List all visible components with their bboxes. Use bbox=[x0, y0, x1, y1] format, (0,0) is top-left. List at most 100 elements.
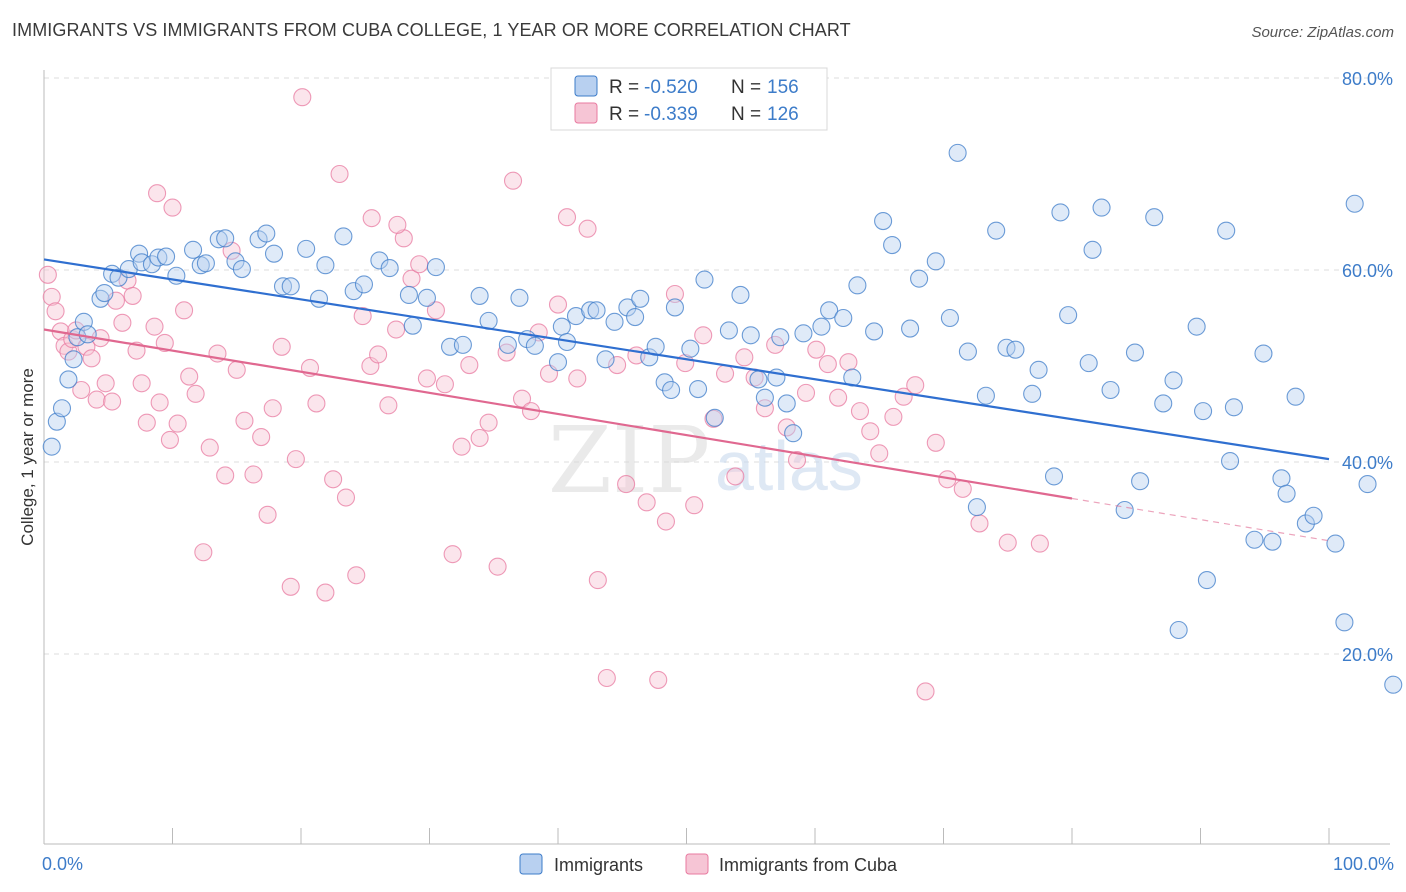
cuba-point bbox=[347, 566, 366, 585]
immigrants-point bbox=[1083, 240, 1102, 259]
cuba-point bbox=[155, 333, 174, 353]
cuba-point bbox=[656, 512, 675, 531]
immigrants-point bbox=[525, 336, 544, 355]
y-tick-label: 20.0% bbox=[1342, 645, 1393, 665]
cuba-point bbox=[137, 413, 156, 432]
immigrants-point bbox=[510, 288, 529, 307]
series-cuba-points bbox=[38, 88, 1049, 701]
immigrants-point bbox=[47, 412, 66, 431]
immigrants-point bbox=[865, 322, 884, 341]
immigrants-point bbox=[1187, 317, 1206, 336]
immigrants-point bbox=[1051, 203, 1070, 222]
cuba-point bbox=[160, 430, 179, 449]
immigrants-point bbox=[705, 408, 724, 427]
immigrants-point bbox=[940, 308, 959, 328]
immigrants-point bbox=[596, 350, 615, 369]
immigrants-point bbox=[1286, 387, 1305, 406]
cuba-point bbox=[796, 383, 816, 402]
cuba-point bbox=[557, 208, 577, 227]
cuba-point bbox=[568, 369, 587, 388]
cuba-point bbox=[410, 255, 429, 274]
bottom-legend: Immigrants Immigrants from Cuba bbox=[519, 853, 898, 875]
immigrants-point bbox=[95, 283, 114, 303]
immigrants-point bbox=[626, 307, 645, 327]
immigrants-point bbox=[232, 259, 251, 279]
cuba-point bbox=[829, 388, 848, 407]
legend-r-label-2: R = bbox=[609, 104, 639, 125]
immigrants-point bbox=[587, 301, 606, 320]
immigrants-point bbox=[1145, 208, 1164, 227]
immigrants-point bbox=[976, 386, 995, 405]
cuba-point bbox=[460, 355, 479, 375]
cuba-point bbox=[470, 428, 489, 448]
immigrants-point bbox=[370, 251, 389, 270]
legend-swatch-immigrants bbox=[574, 75, 598, 97]
cuba-point bbox=[96, 374, 115, 393]
immigrants-point bbox=[605, 312, 624, 331]
legend-n-value-2: 126 bbox=[767, 104, 799, 125]
immigrants-point bbox=[52, 399, 72, 418]
cuba-point bbox=[726, 467, 745, 486]
immigrants-point bbox=[719, 321, 738, 340]
y-tick-label: 80.0% bbox=[1342, 69, 1393, 89]
immigrants-point bbox=[149, 248, 168, 267]
immigrants-point bbox=[958, 342, 977, 361]
cuba-point bbox=[263, 399, 282, 418]
cuba-point bbox=[443, 545, 462, 564]
immigrants-point bbox=[426, 258, 445, 277]
x-tick-label-max: 100.0% bbox=[1333, 854, 1394, 874]
chart-title: IMMIGRANTS VS IMMIGRANTS FROM CUBA COLLE… bbox=[12, 20, 851, 40]
legend-n-label-2: N = bbox=[731, 104, 761, 125]
cuba-point bbox=[272, 337, 291, 356]
cuba-point bbox=[588, 571, 607, 590]
chart-source: Source: ZipAtlas.com bbox=[1251, 24, 1394, 41]
cuba-point bbox=[150, 393, 169, 412]
y-tick-label: 40.0% bbox=[1342, 453, 1393, 473]
immigrants-point bbox=[1326, 534, 1345, 553]
cuba-point bbox=[123, 286, 142, 305]
cuba-point bbox=[379, 396, 398, 415]
cuba-point bbox=[307, 394, 326, 413]
immigrants-point bbox=[1092, 198, 1111, 217]
x-ticks bbox=[43, 828, 1330, 844]
cuba-point bbox=[426, 301, 445, 320]
immigrants-point bbox=[777, 394, 796, 413]
cuba-point bbox=[103, 392, 122, 411]
cuba-point bbox=[175, 301, 194, 320]
immigrants-point bbox=[948, 143, 967, 162]
cuba-trend-line-extension bbox=[1071, 497, 1330, 542]
cuba-point bbox=[839, 353, 858, 372]
cuba-point bbox=[417, 369, 436, 388]
cuba-point bbox=[452, 437, 471, 456]
bottom-legend-label-cuba: Immigrants from Cuba bbox=[719, 855, 898, 875]
immigrants-point bbox=[1131, 472, 1150, 491]
immigrants-point bbox=[874, 211, 893, 231]
cuba-point bbox=[608, 355, 627, 375]
immigrants-point bbox=[1254, 344, 1273, 363]
immigrants-point bbox=[1059, 306, 1078, 325]
immigrants-point bbox=[59, 370, 78, 389]
immigrants-point bbox=[354, 275, 374, 294]
immigrants-point bbox=[226, 252, 245, 271]
cuba-point bbox=[42, 287, 61, 306]
immigrants-point bbox=[997, 338, 1016, 357]
immigrants-point bbox=[1194, 402, 1213, 421]
cuba-point bbox=[787, 451, 807, 470]
immigrants-point bbox=[1006, 340, 1025, 359]
immigrants-point bbox=[1115, 500, 1134, 520]
cuba-point bbox=[87, 390, 106, 409]
cuba-point bbox=[148, 184, 167, 203]
cuba-point bbox=[694, 326, 713, 345]
cuba-point bbox=[180, 367, 199, 386]
immigrants-point bbox=[1272, 469, 1291, 488]
cuba-point bbox=[387, 320, 406, 339]
immigrants-point bbox=[297, 239, 316, 258]
series-immigrants-points bbox=[42, 143, 1403, 694]
cuba-point bbox=[369, 345, 388, 364]
watermark-zip: ZIP bbox=[548, 407, 710, 514]
immigrants-point bbox=[1197, 571, 1216, 590]
cuba-point bbox=[715, 364, 735, 383]
immigrants-point bbox=[417, 288, 436, 307]
immigrants-point bbox=[157, 247, 176, 266]
